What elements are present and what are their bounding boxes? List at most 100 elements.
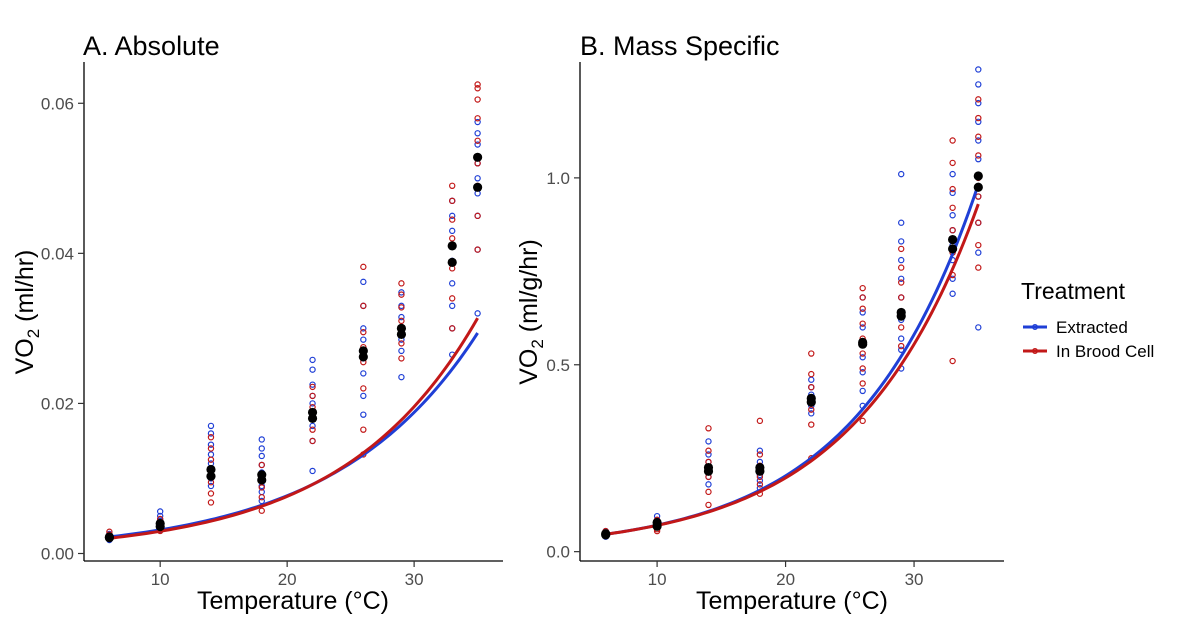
data-point-in-brood-cell	[474, 137, 481, 144]
data-point-in-brood-cell	[808, 421, 815, 428]
data-point-in-brood-cell	[756, 481, 764, 488]
mean-point-in-brood-cell	[307, 407, 318, 418]
y-tick-label: 0.06	[41, 94, 74, 113]
mean-point-in-brood-cell	[858, 337, 868, 347]
mean-point-extracted	[973, 182, 983, 192]
panel-title: A. Absolute	[83, 31, 220, 61]
data-point-in-brood-cell	[975, 152, 982, 159]
data-point-in-brood-cell	[898, 264, 905, 271]
legend-item-in-brood-cell: In Brood Cell	[1023, 342, 1154, 361]
data-point-extracted	[360, 278, 367, 286]
data-point-in-brood-cell	[360, 328, 367, 336]
data-point-in-brood-cell	[705, 488, 712, 496]
data-point-extracted	[309, 356, 316, 364]
data-point-in-brood-cell	[474, 96, 481, 103]
data-point-in-brood-cell	[258, 494, 265, 501]
x-axis-title: Temperature (°C)	[197, 587, 389, 615]
legend: Treatment Extracted In Brood Cell	[1021, 278, 1154, 361]
x-tick-label: 30	[905, 570, 924, 589]
data-point-extracted	[258, 445, 265, 452]
data-point-extracted	[859, 354, 866, 361]
data-point-in-brood-cell	[975, 193, 982, 200]
mean-point-in-brood-cell	[104, 532, 114, 542]
data-point-extracted	[898, 256, 905, 264]
x-axis-title: Temperature (°C)	[696, 587, 888, 615]
mean-point-in-brood-cell	[155, 518, 165, 529]
y-axis-title-sub: 2	[528, 339, 547, 348]
legend-key-point	[1031, 347, 1039, 355]
data-point-extracted	[398, 373, 405, 381]
data-point-extracted	[756, 447, 764, 454]
fit-line-in-brood-cell	[109, 317, 479, 540]
fit-line-extracted	[605, 183, 980, 536]
data-point-extracted	[474, 175, 481, 182]
y-axis-title-prefix: VO	[515, 349, 543, 385]
data-point-in-brood-cell	[949, 226, 956, 234]
y-tick-label: 0.04	[41, 244, 74, 263]
data-point-in-brood-cell	[474, 85, 481, 92]
legend-title: Treatment	[1021, 278, 1126, 304]
data-point-in-brood-cell	[949, 185, 956, 193]
data-point-in-brood-cell	[207, 490, 215, 497]
data-point-extracted	[360, 336, 367, 343]
data-point-in-brood-cell	[859, 294, 866, 301]
data-point-in-brood-cell	[975, 96, 982, 103]
data-point-extracted	[949, 170, 956, 178]
data-point-extracted	[156, 512, 164, 520]
y-axis-title: VO2 (ml/hr)	[11, 250, 43, 375]
data-point-extracted	[859, 387, 866, 395]
y-tick-label: 0.00	[41, 544, 74, 563]
y-axis-title-suffix: (ml/hr)	[11, 250, 39, 329]
data-point-extracted	[309, 422, 316, 430]
data-point-extracted	[207, 430, 215, 437]
mean-point-in-brood-cell	[755, 462, 765, 473]
data-point-in-brood-cell	[898, 342, 905, 350]
data-point-in-brood-cell	[258, 507, 265, 514]
data-point-extracted	[398, 347, 405, 355]
data-point-extracted	[309, 366, 316, 373]
data-point-in-brood-cell	[207, 499, 215, 506]
legend-item-extracted: Extracted	[1023, 318, 1128, 337]
data-point-in-brood-cell	[474, 212, 481, 220]
data-point-extracted	[949, 212, 956, 219]
data-point-in-brood-cell	[975, 219, 982, 226]
data-point-in-brood-cell	[398, 355, 405, 362]
y-axis-title-suffix: (ml/g/hr)	[515, 239, 543, 339]
data-point-extracted	[449, 227, 456, 235]
x-tick-label: 30	[405, 570, 424, 589]
data-point-in-brood-cell	[756, 451, 764, 458]
data-point-in-brood-cell	[258, 484, 265, 491]
data-point-in-brood-cell	[859, 417, 866, 425]
data-point-extracted	[207, 482, 215, 490]
data-point-extracted	[975, 66, 982, 73]
panel-absolute: A. Absolute 10 20 30 0.00 0.02 0.04 0.06 Tempe…	[11, 31, 503, 615]
data-point-in-brood-cell	[975, 133, 982, 140]
data-point-extracted	[258, 497, 265, 505]
mean-point-in-brood-cell	[257, 470, 267, 480]
data-point-extracted	[398, 289, 405, 296]
data-point-in-brood-cell	[808, 383, 815, 391]
axis-ticks: 10 20 30 0.00 0.02 0.04 0.06	[41, 94, 424, 589]
mean-point-in-brood-cell	[206, 464, 216, 475]
y-axis-title-sub: 2	[24, 329, 43, 338]
panel-mass-specific: B. Mass Specific 10 20 30 0.0 0.5 1.0 Tempera…	[515, 31, 1004, 615]
data-point-in-brood-cell	[975, 241, 982, 249]
data-point-in-brood-cell	[449, 197, 456, 205]
data-point-in-brood-cell	[756, 417, 764, 425]
data-point-extracted	[398, 313, 405, 321]
data-point-in-brood-cell	[859, 380, 866, 387]
data-point-in-brood-cell	[449, 325, 456, 332]
data-point-in-brood-cell	[360, 302, 367, 310]
data-point-in-brood-cell	[898, 245, 905, 253]
data-point-in-brood-cell	[474, 115, 481, 122]
data-point-in-brood-cell	[859, 284, 866, 292]
data-point-in-brood-cell	[360, 263, 367, 271]
data-point-in-brood-cell	[859, 365, 866, 372]
data-point-extracted	[975, 249, 982, 256]
mean-point-in-brood-cell	[396, 323, 407, 333]
data-point-extracted	[898, 170, 905, 178]
axis-ticks: 10 20 30 0.0 0.5 1.0	[546, 169, 923, 589]
data-point-extracted	[975, 155, 982, 163]
data-point-extracted	[449, 302, 456, 310]
